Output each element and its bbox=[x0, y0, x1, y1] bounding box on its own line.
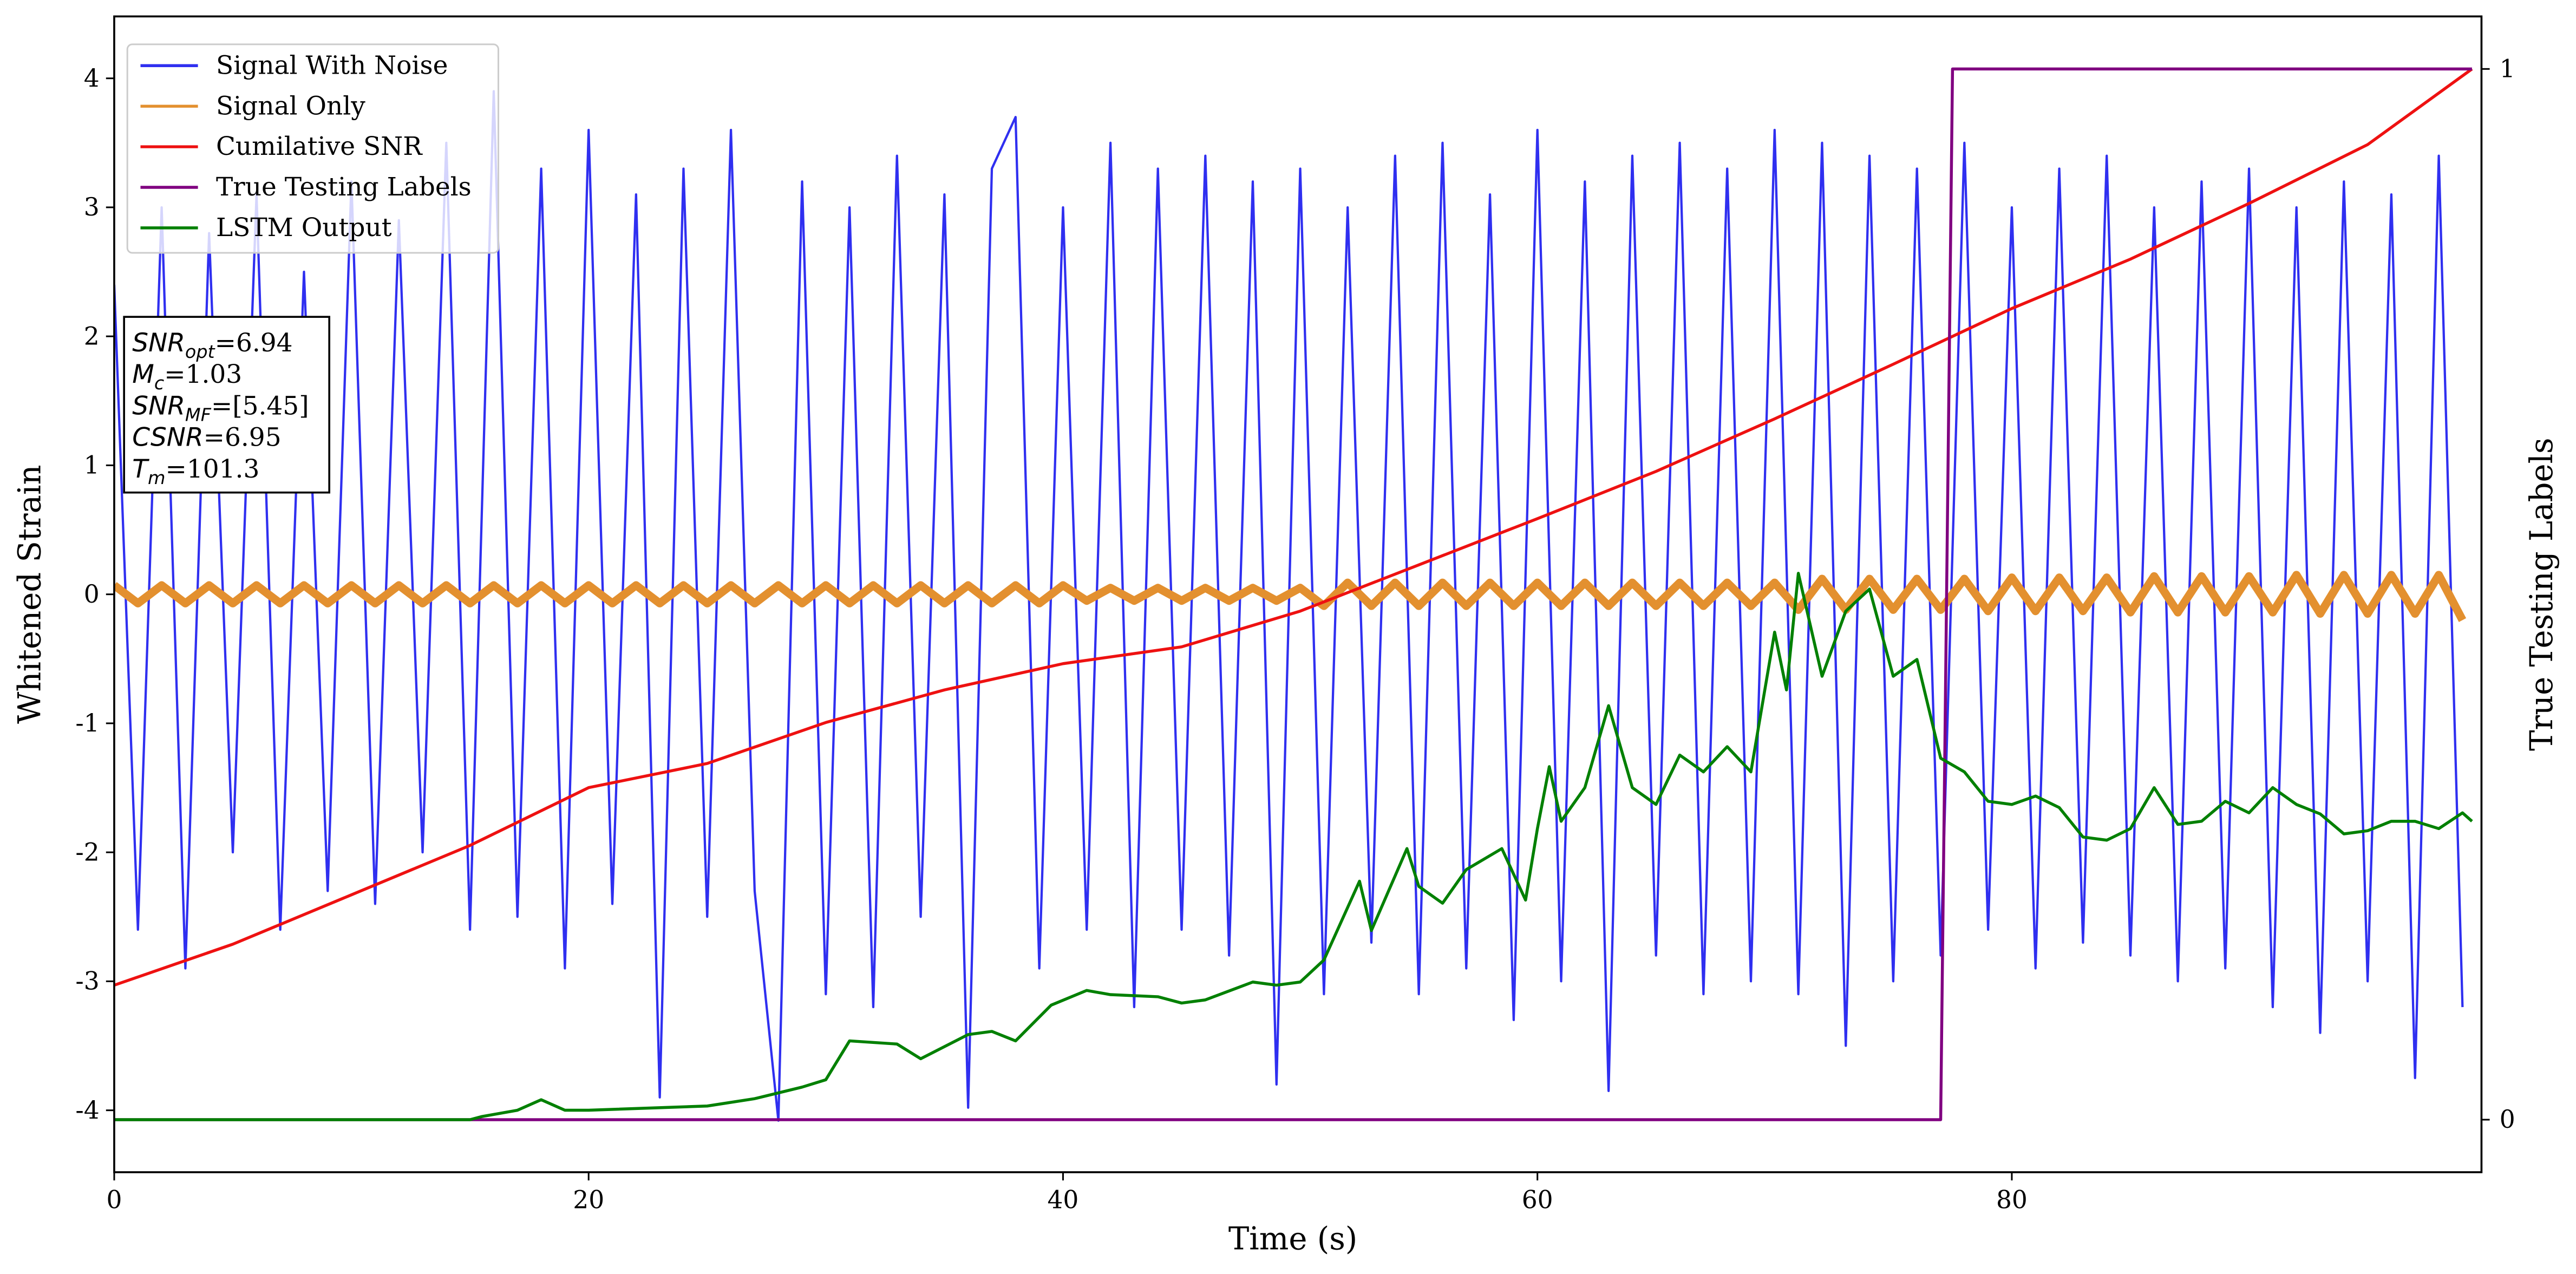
annotation-box bbox=[123, 316, 331, 494]
legend-label: Signal Only bbox=[216, 91, 365, 121]
x-tick-label: 60 bbox=[1522, 1186, 1553, 1214]
y-tick-label: 0 bbox=[84, 580, 100, 609]
annotation-value: =6.95 bbox=[204, 423, 282, 453]
y-tick-label: 4 bbox=[84, 64, 100, 93]
annotation-subscript: m bbox=[148, 467, 165, 488]
legend-box bbox=[126, 43, 500, 254]
annotation-line: SNRMF=[5.45] bbox=[132, 391, 309, 425]
annotation-value: =[5.45] bbox=[211, 391, 309, 421]
y-tick-label: -1 bbox=[75, 709, 99, 737]
legend-label: Signal With Noise bbox=[216, 50, 448, 80]
y-tick-label: -2 bbox=[75, 838, 99, 866]
annotation: SNRopt=6.94Mc=1.03SNRMF=[5.45]CSNR=6.95T… bbox=[123, 316, 331, 494]
y2-tick-label: 0 bbox=[2500, 1105, 2515, 1134]
legend-label: LSTM Output bbox=[216, 213, 392, 243]
y2-tick-label: 1 bbox=[2500, 55, 2515, 83]
annotation-subscript: c bbox=[154, 373, 164, 394]
series-line bbox=[114, 90, 2464, 1122]
x-tick-label: 0 bbox=[106, 1186, 122, 1214]
annotation-value: =6.94 bbox=[215, 328, 293, 358]
annotation-symbol: SNR bbox=[132, 328, 185, 358]
annotation-symbol: SNR bbox=[132, 391, 185, 421]
series-line bbox=[114, 572, 2473, 1121]
y-tick-label: 2 bbox=[84, 322, 100, 350]
plot-area bbox=[114, 67, 2473, 1122]
y-tick-label: -4 bbox=[75, 1096, 99, 1125]
y-tick-label: 1 bbox=[84, 451, 100, 480]
annotation-symbol: M bbox=[132, 360, 154, 389]
annotation-value: =1.03 bbox=[164, 360, 242, 389]
legend-label: True Testing Labels bbox=[216, 172, 472, 202]
y-tick-label: 3 bbox=[84, 193, 100, 221]
x-tick-label: 40 bbox=[1048, 1186, 1079, 1214]
legend: Signal With Noise Signal Only Cumilative S… bbox=[126, 43, 500, 254]
x-tick-label: 80 bbox=[1996, 1186, 2028, 1214]
annotation-line: Tm=101.3 bbox=[132, 454, 259, 488]
annotation-line: SNRopt=6.94 bbox=[132, 328, 292, 362]
annotation-subscript: MF bbox=[185, 404, 212, 425]
x-axis-label: Time (s) bbox=[1228, 1221, 1357, 1257]
annotation-line: CSNR=6.95 bbox=[132, 423, 281, 453]
series-line bbox=[114, 571, 2467, 622]
x-tick-label: 20 bbox=[573, 1186, 604, 1214]
legend-label: Cumilative SNR bbox=[216, 132, 423, 161]
annotation-value: =101.3 bbox=[166, 454, 260, 484]
annotation-symbol: CSNR bbox=[132, 423, 203, 453]
annotation-subscript: opt bbox=[185, 341, 216, 362]
y-axis-label: Whitened Strain bbox=[12, 465, 48, 723]
annotation-line: Mc=1.03 bbox=[132, 360, 242, 394]
y-tick-label: -3 bbox=[75, 967, 99, 996]
annotation-symbol: T bbox=[132, 454, 149, 484]
y2-axis-label: True Testing Labels bbox=[2523, 437, 2560, 751]
series-line bbox=[114, 67, 2472, 1121]
series-line bbox=[114, 68, 2473, 987]
